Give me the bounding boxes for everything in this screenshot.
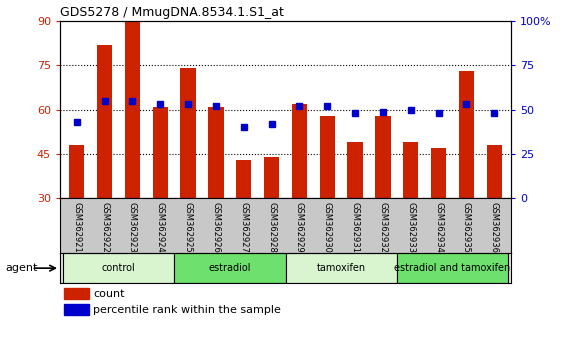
Bar: [236, 160, 251, 198]
Text: estradiol and tamoxifen: estradiol and tamoxifen: [395, 263, 510, 273]
Text: GSM362928: GSM362928: [267, 202, 276, 253]
Bar: [152, 107, 168, 198]
Text: count: count: [93, 289, 124, 299]
Text: GSM362930: GSM362930: [323, 202, 332, 253]
Bar: [97, 45, 112, 198]
Text: GSM362935: GSM362935: [462, 202, 471, 253]
Text: GSM362936: GSM362936: [490, 202, 499, 253]
Text: GSM362932: GSM362932: [379, 202, 388, 253]
Bar: [264, 157, 279, 198]
Bar: [286, 253, 397, 283]
Text: GSM362934: GSM362934: [434, 202, 443, 253]
Text: GSM362923: GSM362923: [128, 202, 137, 253]
Bar: [348, 142, 363, 198]
Text: GSM362933: GSM362933: [407, 202, 415, 253]
Bar: [320, 116, 335, 198]
Bar: [63, 253, 174, 283]
Bar: [292, 104, 307, 198]
Text: control: control: [102, 263, 135, 273]
Text: estradiol: estradiol: [208, 263, 251, 273]
Text: tamoxifen: tamoxifen: [317, 263, 366, 273]
Bar: [486, 145, 502, 198]
Bar: [403, 142, 419, 198]
Bar: [174, 253, 286, 283]
Text: GDS5278 / MmugDNA.8534.1.S1_at: GDS5278 / MmugDNA.8534.1.S1_at: [60, 6, 284, 19]
Bar: [208, 107, 223, 198]
Text: GSM362927: GSM362927: [239, 202, 248, 253]
Bar: [397, 253, 508, 283]
Bar: [65, 288, 89, 299]
Bar: [65, 304, 89, 315]
Bar: [124, 21, 140, 198]
Bar: [459, 72, 474, 198]
Bar: [431, 148, 447, 198]
Bar: [375, 116, 391, 198]
Text: GSM362922: GSM362922: [100, 202, 109, 253]
Text: GSM362929: GSM362929: [295, 202, 304, 253]
Text: GSM362925: GSM362925: [183, 202, 192, 253]
Text: GSM362931: GSM362931: [351, 202, 360, 253]
Text: GSM362926: GSM362926: [211, 202, 220, 253]
Bar: [69, 145, 85, 198]
Bar: [180, 68, 196, 198]
Text: GSM362921: GSM362921: [72, 202, 81, 253]
Text: GSM362924: GSM362924: [156, 202, 164, 253]
Text: agent: agent: [6, 263, 38, 273]
Text: percentile rank within the sample: percentile rank within the sample: [93, 305, 281, 315]
